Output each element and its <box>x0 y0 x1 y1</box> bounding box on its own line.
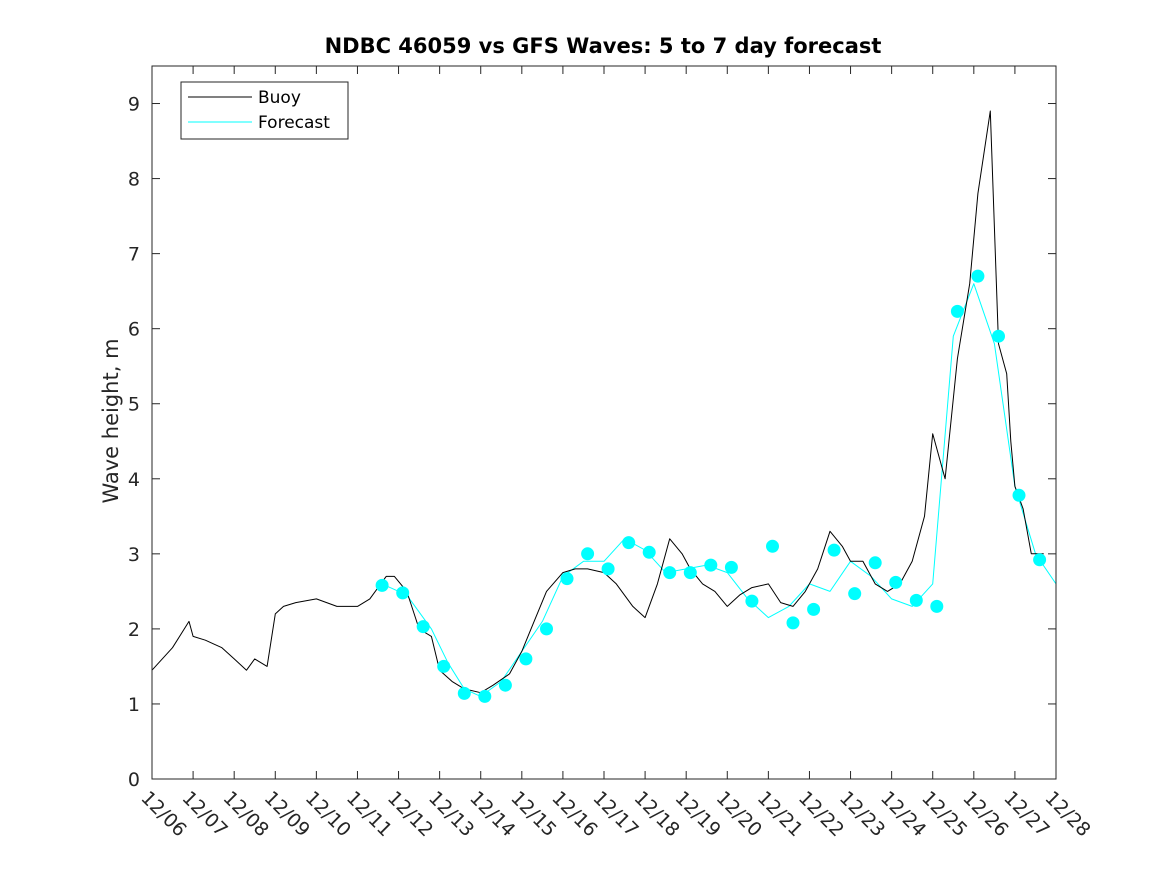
y-axis-label: Wave height, m <box>99 338 123 503</box>
y-tick-label: 8 <box>128 169 140 191</box>
forecast-marker <box>622 536 636 550</box>
forecast-marker <box>396 586 410 600</box>
chart-title: NDBC 46059 vs GFS Waves: 5 to 7 day fore… <box>325 34 882 58</box>
forecast-marker <box>930 599 944 613</box>
forecast-marker <box>807 602 821 616</box>
forecast-marker <box>971 269 985 283</box>
forecast-marker <box>909 593 923 607</box>
forecast-marker <box>478 689 492 703</box>
forecast-lines-layer <box>381 283 1057 697</box>
buoy-series-line <box>151 110 1044 694</box>
y-tick-label: 0 <box>128 769 140 791</box>
forecast-marker <box>540 622 553 636</box>
forecast-marker <box>704 558 718 572</box>
forecast-marker <box>1012 488 1026 502</box>
forecast-marker <box>498 678 512 692</box>
legend: Buoy Forecast <box>180 81 349 140</box>
plot-area <box>152 66 1056 779</box>
y-tick-label: 5 <box>128 394 140 416</box>
y-tick-label: 9 <box>128 94 140 116</box>
legend-forecast-label: Forecast <box>258 113 330 133</box>
forecast-marker <box>786 616 800 630</box>
forecast-marker <box>889 575 903 589</box>
forecast-marker <box>827 543 841 557</box>
forecast-marker <box>560 572 574 586</box>
forecast-marker <box>950 304 964 318</box>
y-tick-label: 3 <box>128 544 140 566</box>
forecast-marker <box>519 652 533 666</box>
forecast-markers-layer <box>375 269 1047 703</box>
forecast-marker <box>601 562 615 576</box>
y-tick-label: 2 <box>128 619 140 641</box>
forecast-marker <box>992 329 1005 343</box>
y-tick-label: 4 <box>128 469 140 491</box>
forecast-marker <box>745 594 759 608</box>
forecast-marker <box>416 620 430 634</box>
forecast-marker <box>663 566 677 580</box>
forecast-marker <box>868 556 882 570</box>
forecast-marker <box>457 686 471 700</box>
forecast-marker <box>437 659 451 673</box>
y-tick-label: 6 <box>128 319 140 341</box>
y-tick-label: 7 <box>128 244 140 266</box>
forecast-marker <box>848 587 862 601</box>
forecast-marker <box>683 566 697 580</box>
forecast-marker <box>724 560 738 574</box>
forecast-marker <box>1033 553 1047 567</box>
y-axis-ticks: 0 1 2 3 4 5 6 7 8 9 <box>128 94 1056 791</box>
forecast-series-line <box>381 283 1057 697</box>
y-tick-label: 1 <box>128 694 140 716</box>
forecast-marker <box>581 547 595 561</box>
buoy-line-layer <box>151 110 1044 694</box>
forecast-marker <box>375 578 389 592</box>
forecast-marker <box>766 539 779 553</box>
forecast-marker <box>642 545 656 559</box>
legend-box <box>180 81 349 140</box>
legend-buoy-label: Buoy <box>258 88 301 108</box>
